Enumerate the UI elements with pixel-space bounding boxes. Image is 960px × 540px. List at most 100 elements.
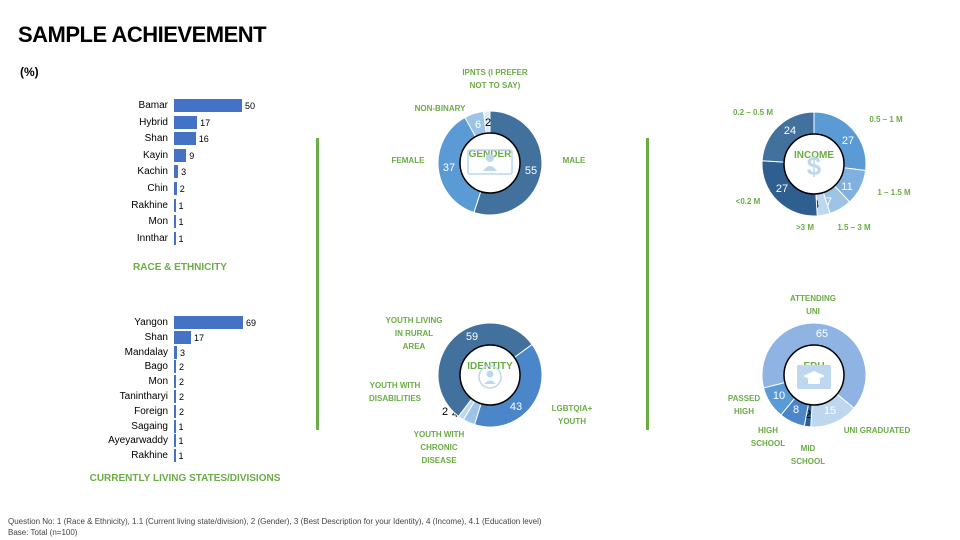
identity-label-disabilities-line2: DISABILITIES (368, 394, 421, 403)
bar-value-mandalay: 3 (180, 347, 186, 358)
race-ethnicity-title: RACE & ETHNICITY (133, 262, 227, 273)
bar-label-bamar: Bamar (138, 100, 168, 111)
gender-label-nonbinary: NON-BINARY (414, 104, 466, 113)
bar-label-kachin: Kachin (137, 166, 168, 178)
edu-label-high-school: HIGH SCHOOL (742, 424, 794, 450)
bar-rakhine (174, 198, 176, 212)
bar-value-mon: 1 (178, 217, 184, 228)
identity-label-chronic-line2: CHRONIC (420, 443, 458, 452)
edu-value-1: 2 (805, 409, 811, 421)
bar-label-rakhine: Rakhine (131, 199, 168, 211)
bar-sagaing (174, 419, 176, 433)
bar-mandalay (174, 345, 177, 359)
income-donut: 2711742724INCOME$ (761, 111, 867, 217)
bar-rakhine (174, 449, 176, 463)
footnote: Question No: 1 (Race & Ethnicity), 1.1 (… (8, 516, 542, 538)
bar-value-hybrid: 17 (200, 117, 211, 128)
graduation-cap-icon (797, 365, 831, 389)
bar-label-tanintharyi: Tanintharyi (119, 391, 168, 402)
bar-label-mon: Mon (148, 376, 168, 388)
identity-label-chronic-line1: YOUTH WITH (413, 430, 465, 439)
income-label-1-1.5: 1 – 1.5 M (877, 188, 911, 197)
edu-value-3: 10 (773, 390, 785, 402)
income-value-4: 27 (776, 183, 788, 195)
bar-chin (174, 182, 177, 195)
bar-label-shan: Shan (144, 331, 168, 343)
footnote-question: Question No: 1 (Race & Ethnicity), 1.1 (… (8, 517, 542, 526)
income-value-0: 27 (842, 135, 854, 147)
edu-label-attending-line2: UNI (806, 307, 820, 316)
gender-value-1: 37 (443, 162, 455, 174)
edu-label-high-line1: HIGH (758, 426, 778, 435)
identity-label-lgbtqia-line1: LGBTQIA+ (551, 404, 593, 413)
unit-label: (%) (20, 65, 39, 79)
bar-hybrid (174, 115, 198, 129)
bar-value-sagaing: 1 (178, 421, 184, 432)
bar-value-chin: 2 (179, 184, 185, 194)
gender-label-female: FEMALE (391, 156, 425, 165)
gender-value-3: 2 (485, 117, 491, 129)
identity-label-rural-line1: YOUTH LIVING (385, 316, 443, 325)
bar-value-rakhine: 1 (178, 451, 184, 462)
divider-left (316, 138, 319, 430)
dollar-icon: $ (807, 151, 822, 181)
bar-label-shan: Shan (144, 133, 168, 145)
gender-center-circle (459, 132, 521, 194)
bar-kachin (174, 165, 179, 179)
bar-value-ayeyarwaddy: 1 (178, 436, 184, 447)
edu-label-high-line2: SCHOOL (750, 439, 786, 448)
bar-value-kayin: 9 (189, 150, 195, 161)
bar-ayeyarwaddy (174, 434, 176, 448)
identity-donut: 434259IDENTITY (437, 322, 543, 428)
identity-label-lgbtqia: LGBTQIA+ YOUTH (540, 402, 604, 428)
bar-foreign (174, 404, 176, 418)
bar-shan (174, 132, 196, 146)
bar-value-bamar: 50 (245, 101, 256, 111)
page-title: SAMPLE ACHIEVEMENT (18, 22, 267, 47)
bar-label-mon: Mon (148, 216, 168, 228)
edu-label-mid-line1: MID (800, 444, 816, 453)
bar-label-bago: Bago (144, 361, 168, 373)
bar-label-rakhine: Rakhine (131, 450, 168, 462)
income-center-circle (783, 133, 845, 195)
bar-label-yangon: Yangon (134, 317, 168, 328)
svg-text:$: $ (807, 151, 822, 181)
identity-label-disabilities: YOUTH WITH DISABILITIES (356, 379, 434, 405)
income-value-2: 7 (826, 196, 832, 208)
edu-label-uni-graduated: UNI GRADUATED (843, 426, 911, 435)
edu-label-attending-line1: ATTENDING (789, 294, 837, 303)
edu-label-passed-high: PASSED HIGH (718, 392, 770, 418)
bar-label-chin: Chin (147, 183, 168, 194)
identity-label-rural: YOUTH LIVING IN RURAL AREA (374, 314, 454, 353)
edu-label-mid-line2: SCHOOL (790, 457, 826, 466)
bar-value-innthar: 1 (178, 233, 184, 244)
bar-value-yangon: 69 (246, 318, 257, 328)
bar-value-rakhine: 1 (178, 200, 184, 211)
bar-shan (174, 330, 191, 344)
bar-label-innthar: Innthar (136, 232, 168, 244)
edu-label-mid-school: MID SCHOOL (782, 442, 834, 468)
bar-label-kayin: Kayin (142, 149, 168, 161)
bar-bamar (174, 99, 242, 112)
bar-bago (174, 360, 176, 374)
edu-label-passed-line1: PASSED (727, 394, 761, 403)
income-label-0.5-1: 0.5 – 1 M (869, 115, 903, 124)
gender-label-ipnts-line1: IPNTS (I PREFER (462, 68, 528, 77)
edu-value-2: 8 (793, 404, 799, 416)
income-label-0.2-0.5: 0.2 – 0.5 M (732, 108, 774, 117)
identity-label-rural-line2: IN RURAL (394, 329, 434, 338)
bar-kayin (174, 148, 187, 162)
bar-value-mon: 2 (179, 377, 185, 388)
bar-mon (174, 375, 176, 389)
divider-right (646, 138, 649, 430)
identity-value-2: 2 (442, 406, 448, 418)
edu-donut: 15281065EDU (761, 322, 867, 428)
income-value-5: 24 (784, 125, 796, 137)
identity-label-chronic: YOUTH WITH CHRONIC DISEASE (400, 428, 478, 467)
gender-icon (467, 149, 513, 175)
bar-value-shan: 16 (198, 134, 209, 145)
bar-value-foreign: 2 (179, 406, 185, 417)
bar-label-mandalay: Mandalay (124, 346, 168, 358)
edu-label-attending-uni: ATTENDING UNI (780, 292, 846, 318)
edu-value-0: 15 (824, 405, 836, 417)
